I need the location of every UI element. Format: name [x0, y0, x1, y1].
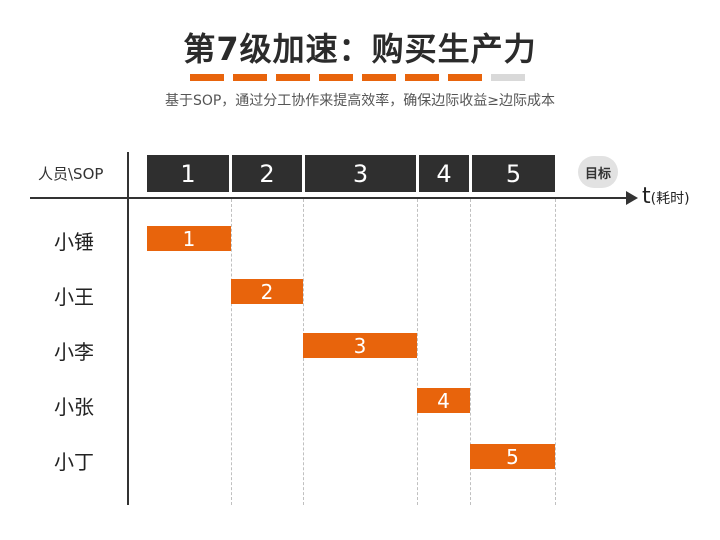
sop-step-4: 4 — [419, 155, 469, 192]
sop-step-1: 1 — [147, 155, 229, 192]
dash-segment — [233, 74, 267, 81]
dash-segment — [362, 74, 396, 81]
person-label: 小锤 — [54, 230, 94, 254]
dash-segment-gray — [491, 74, 525, 81]
time-axis — [30, 197, 630, 199]
axis-arrow-icon — [626, 191, 638, 205]
task-bar-1: 1 — [147, 226, 231, 251]
dash-segment — [319, 74, 353, 81]
time-axis-label: t(耗时) — [642, 184, 690, 209]
person-label: 小丁 — [54, 450, 94, 474]
dash-segment — [276, 74, 310, 81]
sop-step-5: 5 — [472, 155, 555, 192]
grid-divider — [231, 199, 232, 505]
grid-divider — [417, 199, 418, 505]
header-label: 人员\SOP — [38, 165, 104, 183]
grid-divider — [555, 199, 556, 505]
page-title: 第7级加速：购买生产力 — [183, 30, 537, 68]
axis-unit: (耗时) — [650, 191, 690, 207]
person-axis — [127, 152, 129, 505]
task-bar-3: 3 — [303, 333, 417, 358]
dash-segment — [405, 74, 439, 81]
axis-t: t — [642, 184, 651, 209]
task-bar-4: 4 — [417, 388, 470, 413]
person-label: 小张 — [54, 395, 94, 419]
person-label: 小王 — [54, 285, 94, 309]
task-bar-5: 5 — [470, 444, 555, 469]
dash-segment — [190, 74, 224, 81]
grid-divider — [470, 199, 471, 505]
dash-segment — [448, 74, 482, 81]
subtitle: 基于SOP，通过分工协作来提高效率，确保边际收益≥边际成本 — [164, 93, 556, 109]
task-bar-2: 2 — [231, 279, 303, 304]
sop-step-3: 3 — [305, 155, 416, 192]
sop-step-2: 2 — [232, 155, 302, 192]
person-label: 小李 — [54, 340, 94, 364]
goal-badge: 目标 — [578, 156, 618, 188]
